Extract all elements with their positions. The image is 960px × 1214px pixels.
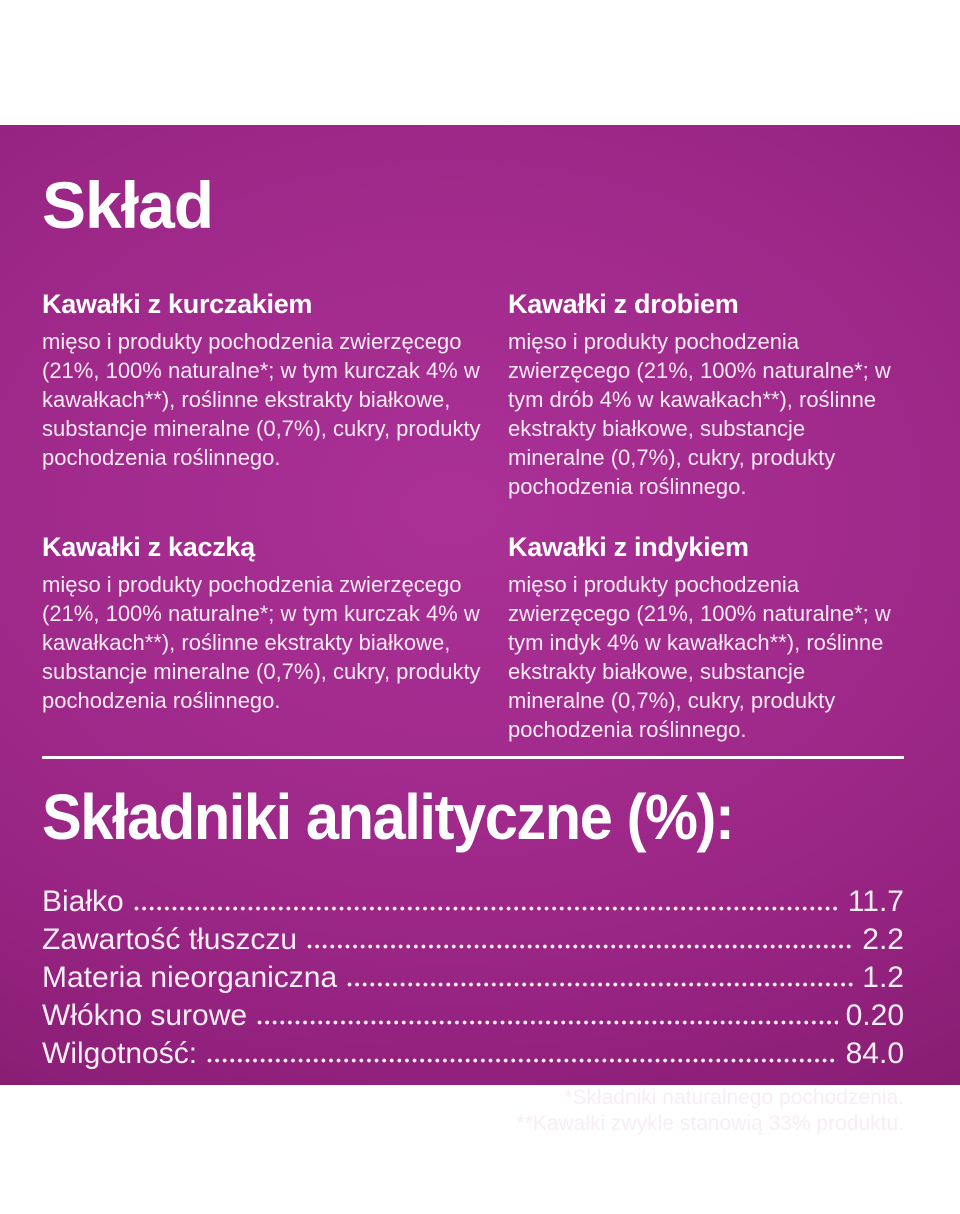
analytical-row-value: 0.20 <box>845 999 904 1032</box>
analytical-row: Materia nieorganiczna 1.2 <box>42 959 904 997</box>
analytical-row-label: Zawartość tłuszczu <box>42 923 298 956</box>
dot-leader <box>257 1020 838 1025</box>
footnote: **Kawałki zwykle stanowią 33% produktu. <box>516 1112 904 1135</box>
ingredient-section: Kawałki z indykiem mięso i produkty poch… <box>508 531 904 744</box>
ingredient-section-body: mięso i produkty pochodzenia zwierzęcego… <box>508 329 891 499</box>
ingredient-section-heading: Kawałki z kurczakiem <box>42 289 313 319</box>
analytical-row-value: 2.2 <box>862 923 904 956</box>
analytical-row-label: Materia nieorganiczna <box>42 961 338 994</box>
footnotes: *Składniki naturalnego pochodzenia. **Ka… <box>42 1085 904 1137</box>
analytical-row-label: Wilgotność: <box>42 1037 198 1070</box>
analytical-heading: Składniki analityczne (%): <box>42 781 735 853</box>
analytical-table: Białko 11.7 Zawartość tłuszczu 2.2 Mater… <box>42 883 904 1073</box>
dot-leader <box>347 982 855 987</box>
ingredient-section-body: mięso i produkty pochodzenia zwierzęcego… <box>508 572 891 742</box>
section-divider <box>42 756 904 759</box>
dot-leader <box>207 1058 838 1063</box>
ingredient-section: Kawałki z kurczakiem mięso i produkty po… <box>42 288 490 501</box>
ingredient-section-heading: Kawałki z kaczką <box>42 532 255 562</box>
panel-title: Skład <box>42 168 214 242</box>
analytical-row: Zawartość tłuszczu 2.2 <box>42 921 904 959</box>
dot-leader <box>307 944 855 949</box>
dot-leader <box>133 906 840 911</box>
ingredient-section: Kawałki z kaczką mięso i produkty pochod… <box>42 531 490 744</box>
ingredient-section: Kawałki z drobiem mięso i produkty pocho… <box>508 288 904 501</box>
ingredient-section-body: mięso i produkty pochodzenia zwierzęcego… <box>42 572 481 713</box>
top-white-band <box>0 0 960 125</box>
analytical-row-value: 84.0 <box>845 1037 904 1070</box>
bottom-white-band <box>0 1085 960 1214</box>
footnote: *Składniki naturalnego pochodzenia. <box>564 1086 904 1109</box>
analytical-row: Białko 11.7 <box>42 883 904 921</box>
analytical-row-label: Włókno surowe <box>42 999 248 1032</box>
analytical-row-value: 1.2 <box>862 961 904 994</box>
ingredient-section-body: mięso i produkty pochodzenia zwierzęcego… <box>42 329 481 470</box>
ingredient-section-heading: Kawałki z indykiem <box>508 532 749 562</box>
ingredients-panel: Skład Kawałki z kurczakiem mięso i produ… <box>0 125 960 1135</box>
ingredient-sections: Kawałki z kurczakiem mięso i produkty po… <box>42 288 904 744</box>
analytical-row-value: 11.7 <box>847 885 904 918</box>
analytical-row: Wilgotność: 84.0 <box>42 1035 904 1073</box>
analytical-row: Włókno surowe 0.20 <box>42 997 904 1035</box>
ingredient-section-heading: Kawałki z drobiem <box>508 289 739 319</box>
analytical-row-label: Białko <box>42 885 124 918</box>
